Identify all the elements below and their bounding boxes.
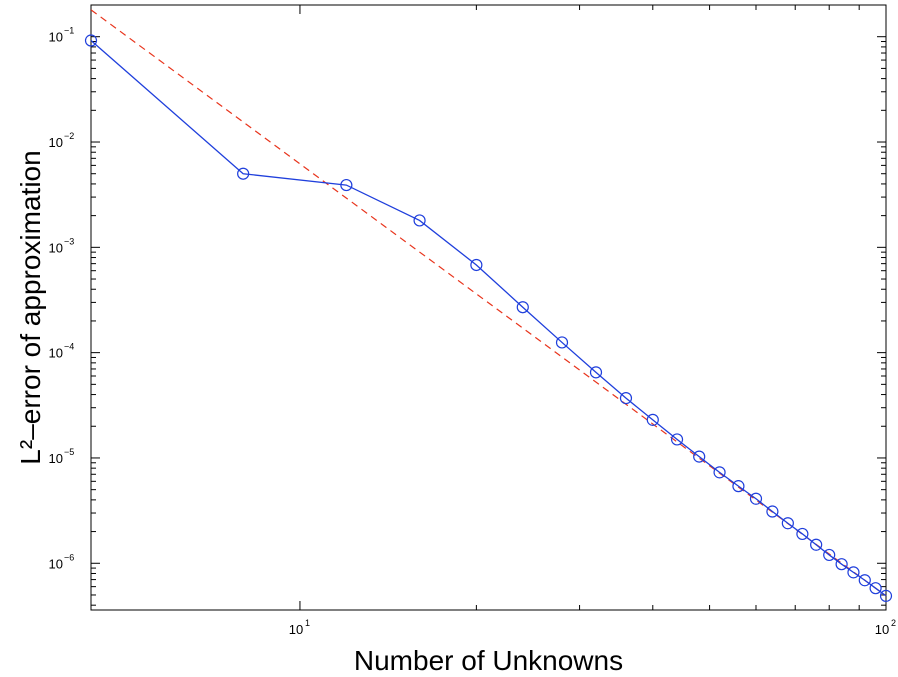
y-tick-label-base: 10 [49, 240, 63, 255]
y-tick-label-base: 10 [49, 135, 63, 150]
error-data-point [237, 167, 250, 180]
error-data-point [869, 582, 882, 595]
y-tick-label-exponent: −3 [64, 236, 74, 246]
error-data-point [555, 336, 569, 349]
error-data-point [732, 480, 745, 493]
y-tick-label-exponent: −5 [64, 447, 74, 457]
error-data-point [84, 34, 98, 47]
error-data-point [835, 558, 848, 571]
error-data-point [766, 505, 779, 518]
x-tick-label-exponent: 1 [305, 618, 310, 628]
y-tick-label-exponent: −6 [64, 552, 74, 562]
y-tick-label: 10 −5 [49, 447, 75, 466]
x-tick-label-exponent: 2 [891, 618, 896, 628]
y-axis: 10−110−210−310−410−510−6 [49, 4, 886, 606]
x-axis: 10 1 10 2 [289, 5, 896, 637]
error-data-point [413, 214, 426, 227]
error-data-point [589, 366, 603, 379]
y-tick-label: 10 −6 [49, 552, 75, 571]
error-data-point [858, 574, 871, 587]
error-data-point [749, 492, 763, 505]
y-tick-label: 10 −4 [49, 342, 75, 361]
x-tick-label-base: 10 [289, 622, 303, 637]
y-tick-label: 10 −2 [49, 131, 75, 150]
y-tick-label-exponent: −1 [64, 26, 74, 36]
series-layer [84, 9, 893, 602]
y-tick-label-base: 10 [49, 30, 63, 45]
x-tick-label: 10 1 [289, 618, 310, 637]
error-data-point [810, 538, 823, 551]
error-series-line [90, 40, 887, 597]
error-data-point [619, 392, 633, 405]
x-tick-label-base: 10 [875, 622, 889, 637]
y-tick-label: 10 −1 [49, 26, 75, 45]
y-tick-label-exponent: −2 [64, 131, 74, 141]
y-tick-label-base: 10 [49, 451, 63, 466]
y-tick-label-exponent: −4 [64, 342, 74, 352]
error-data-point [670, 433, 684, 446]
error-data-point [693, 450, 706, 463]
error-data-point [470, 258, 483, 272]
error-data-point [713, 466, 726, 479]
error-data-point [823, 548, 836, 562]
x-tick-label: 10 2 [875, 618, 896, 637]
y-axis-label: L²–error of approximation [15, 150, 46, 464]
error-data-point [847, 566, 860, 579]
error-data-point [516, 301, 529, 314]
x-axis-label: Number of Unknowns [354, 645, 623, 676]
error-data-point [340, 178, 353, 192]
y-tick-label-base: 10 [49, 556, 63, 571]
y-tick-label: 10 −3 [49, 236, 75, 255]
error-data-point [796, 527, 809, 541]
error-data-point [879, 589, 893, 602]
error-data-point [646, 413, 659, 426]
reference-slope-line [91, 9, 886, 597]
y-tick-label-base: 10 [49, 346, 63, 361]
error-data-point [781, 517, 794, 530]
plot-area [90, 4, 887, 611]
